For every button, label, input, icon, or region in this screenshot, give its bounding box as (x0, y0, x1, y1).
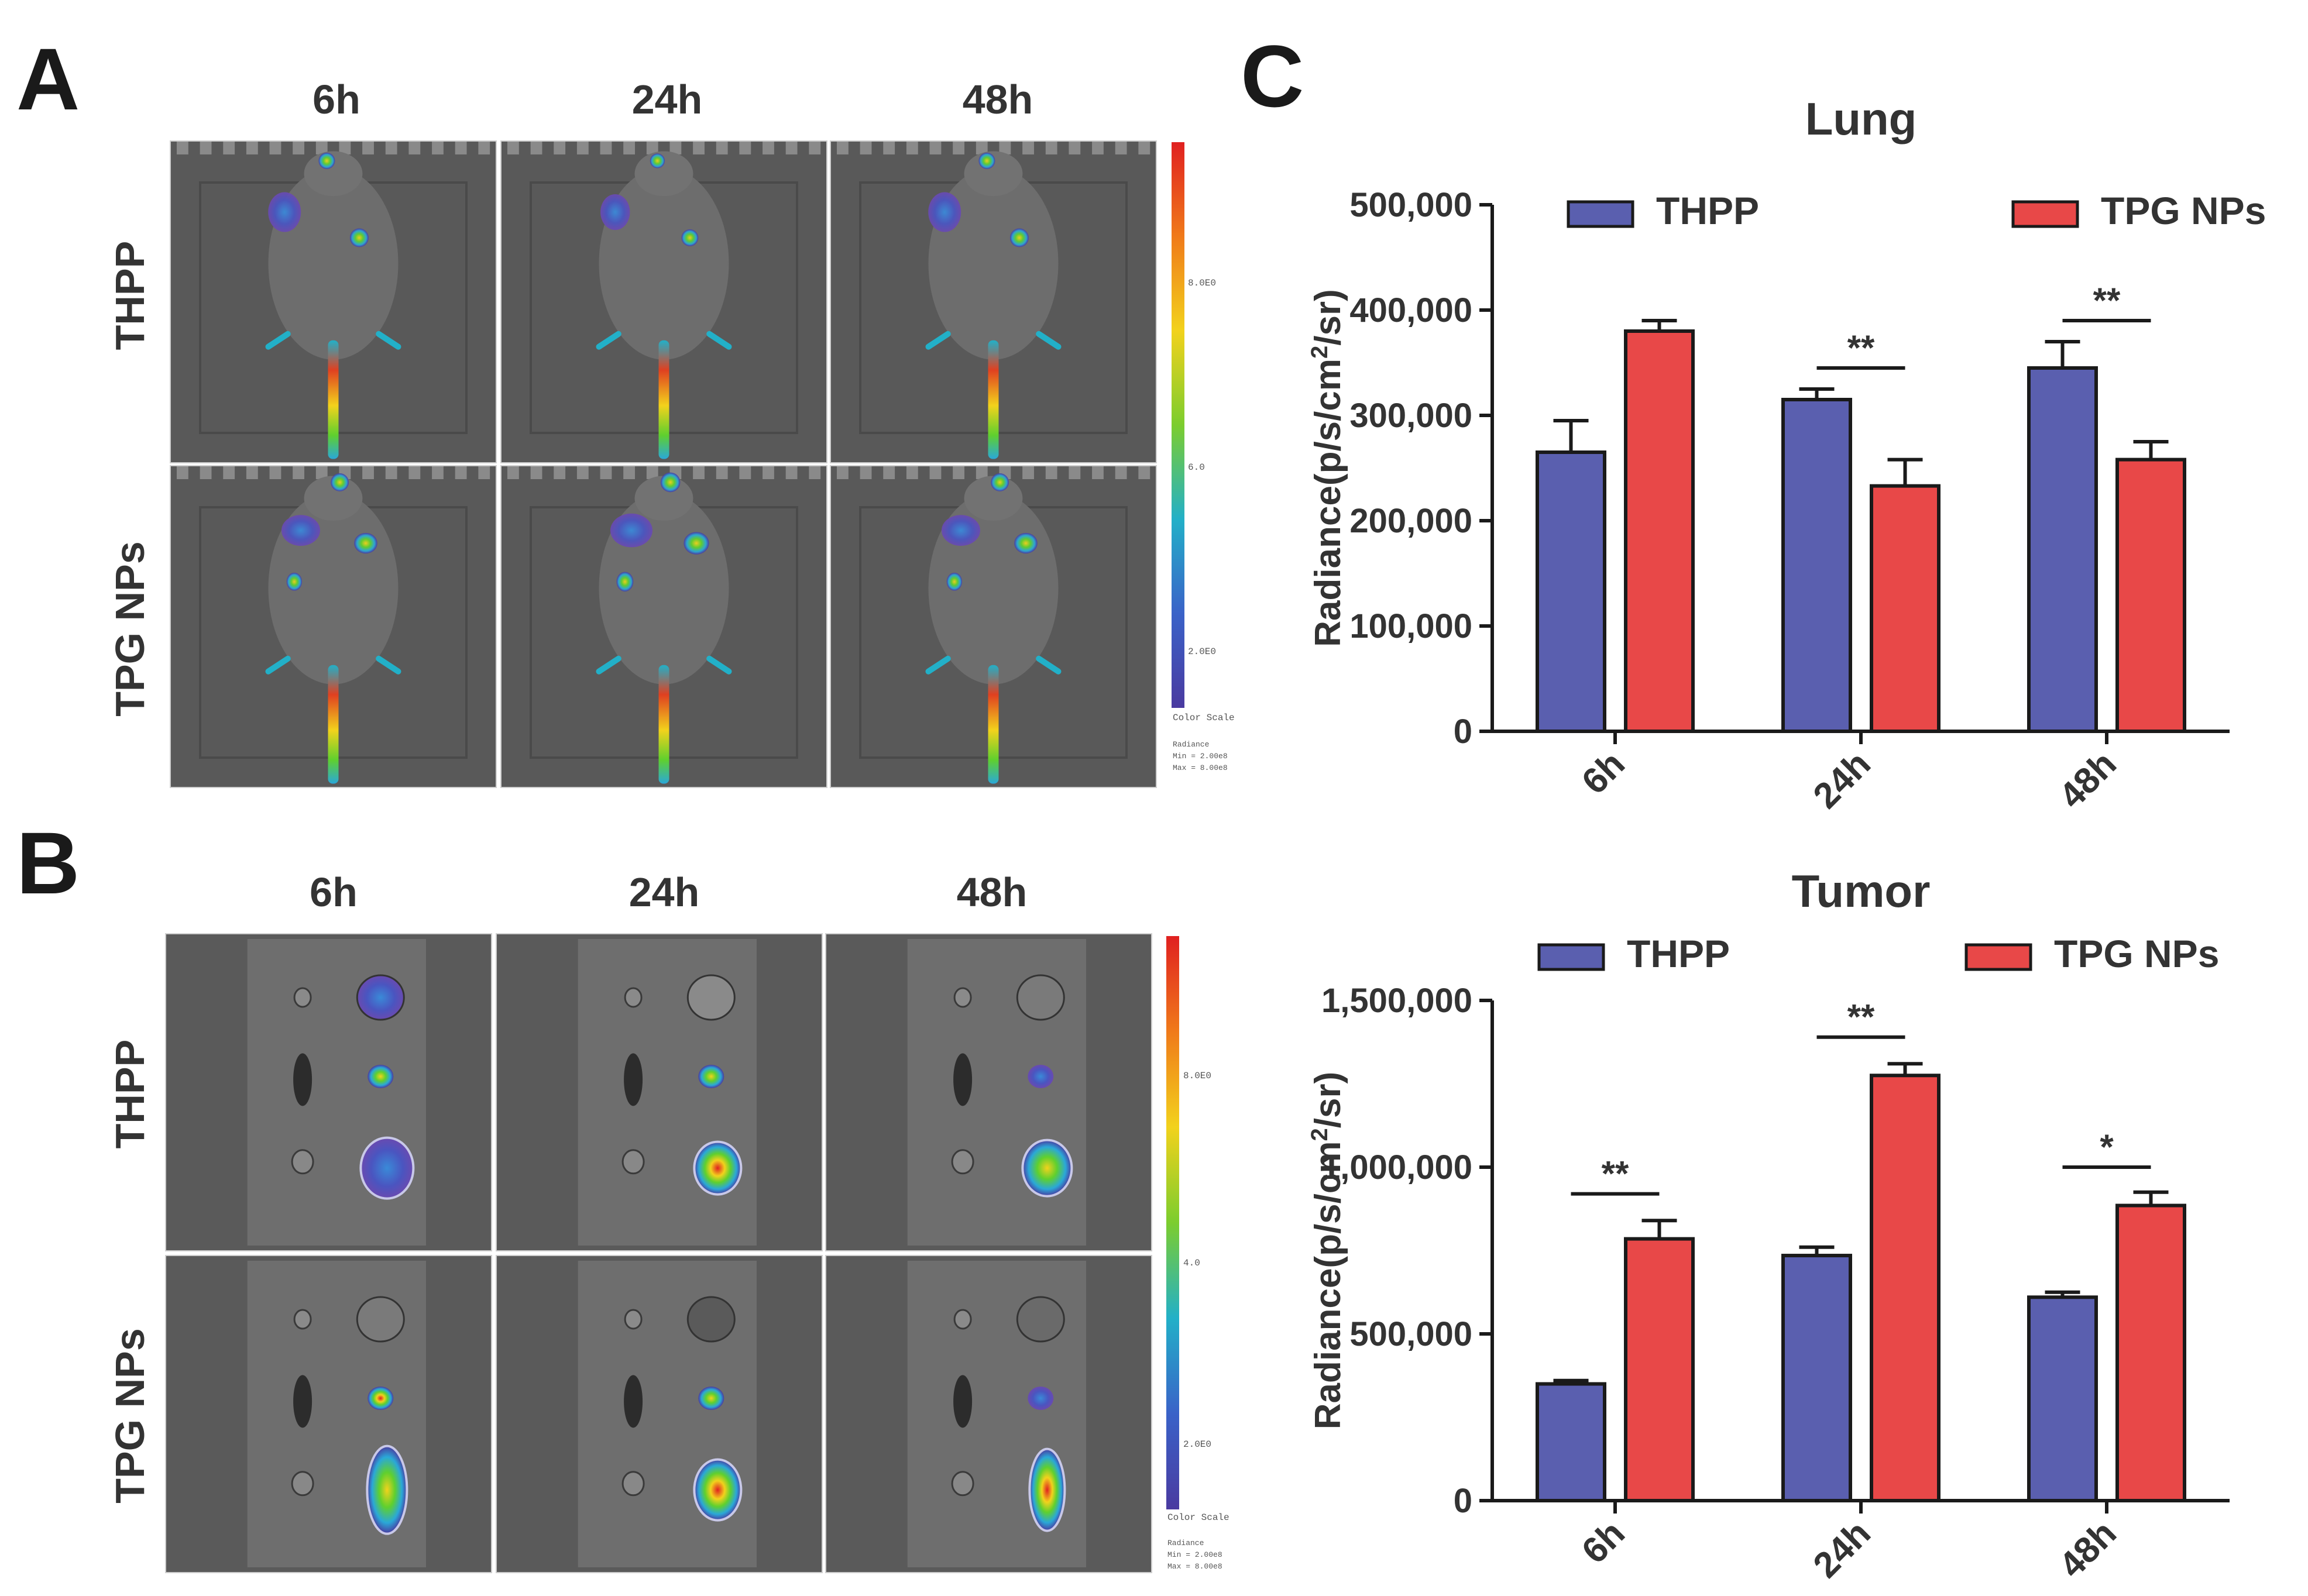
panel-a-row-tpg: TPG NPs (107, 541, 153, 717)
panel-a-colorbar-footer-1: Radiance (1173, 740, 1210, 749)
panel-a-colorbar-tick-3: 2.0E0 (1188, 646, 1217, 657)
significance-label-2: * (2100, 1127, 2114, 1167)
panel-b-colorbar-units: Color Scale (1167, 1512, 1229, 1523)
bar-THPP-48h (2027, 366, 2098, 733)
bar-TPG NPs-24h (1870, 1074, 1940, 1502)
chart-title: Lung (1805, 93, 1917, 145)
x-tick-label-6h: 6h (1574, 1513, 1633, 1571)
organ-image-tpg-6h (165, 1255, 492, 1573)
y-tick-label-0: 0 (1454, 713, 1472, 751)
y-tick-label-3: 1,500,000 (1321, 982, 1472, 1020)
panel-letter-a: A (16, 30, 80, 128)
legend-swatch-0 (1567, 200, 1634, 228)
bar-TPG NPs-6h (1624, 329, 1695, 733)
x-tick-label-24h: 24h (1806, 1513, 1878, 1585)
significance-label-0: ** (1847, 328, 1875, 367)
x-tick-label-6h: 6h (1574, 744, 1633, 802)
legend-label-0: THPP (1656, 189, 1759, 232)
panel-b-colorbar-footer-2: Min = 2.00e8 (1167, 1550, 1222, 1559)
panel-a-col-24h: 24h (631, 77, 703, 122)
y-axis-label: Radiance(p/s/cm2/sr) (1307, 1072, 1348, 1429)
mouse-image-tpg-24h (500, 465, 827, 788)
chart-title: Tumor (1792, 865, 1931, 917)
bar-TPG NPs-24h (1870, 484, 1940, 733)
y-tick-label-2: 200,000 (1349, 502, 1472, 540)
panel-b-row-thpp: THPP (107, 1039, 153, 1149)
legend-label-1: TPG NPs (2054, 932, 2219, 975)
significance-label-1: ** (1847, 998, 1875, 1037)
lung-chart: Lung THPP TPG NPs 0 100,000 200,000 300,000 400… (1307, 93, 2266, 816)
mouse-image-tpg-48h (830, 465, 1157, 788)
panel-b-colorbar-tick-3: 2.0E0 (1183, 1439, 1212, 1450)
panel-a-colorbar-units: Color Scale (1173, 713, 1235, 723)
bar-TPG NPs-48h (2115, 1203, 2186, 1502)
panel-a-row-thpp: THPP (107, 240, 153, 350)
panel-a-colorbar-tick-2: 6.0 (1188, 462, 1205, 473)
panel-a-colorbar-footer-2: Min = 2.00e8 (1173, 752, 1228, 761)
legend-swatch-0 (1537, 943, 1605, 971)
y-tick-label-5: 500,000 (1349, 186, 1472, 224)
panel-a-col-6h: 6h (312, 77, 360, 122)
x-tick-label-24h: 24h (1806, 744, 1878, 816)
bar-TPG NPs-6h (1624, 1237, 1695, 1502)
mouse-image-thpp-24h (500, 140, 827, 463)
legend-swatch-1 (1964, 943, 2032, 971)
y-tick-label-1: 500,000 (1349, 1315, 1472, 1353)
panel-b-colorbar (1166, 936, 1179, 1509)
mouse-image-thpp-6h (170, 140, 497, 463)
y-tick-label-1: 100,000 (1349, 607, 1472, 645)
y-axis-label: Radiance(p/s/cm2/sr) (1307, 289, 1348, 646)
panel-a-colorbar (1172, 142, 1184, 708)
bar-THPP-24h (1781, 1254, 1852, 1502)
panel-a-colorbar-tick-1: 8.0E0 (1188, 278, 1217, 288)
panel-b-col-48h: 48h (956, 869, 1028, 915)
panel-b-col-6h: 6h (310, 869, 358, 915)
x-tick-label-48h: 48h (2052, 744, 2124, 816)
legend-swatch-1 (2011, 200, 2079, 228)
bar-THPP-6h (1536, 1382, 1606, 1502)
panel-b-colorbar-tick-1: 8.0E0 (1183, 1071, 1212, 1081)
bar-TPG NPs-48h (2115, 458, 2186, 733)
legend-label-1: TPG NPs (2101, 189, 2266, 232)
y-tick-label-3: 300,000 (1349, 397, 1472, 435)
x-tick-label-48h: 48h (2052, 1513, 2124, 1585)
organ-image-thpp-24h (496, 933, 823, 1251)
organ-image-tpg-24h (496, 1255, 823, 1573)
legend-label-0: THPP (1627, 932, 1730, 975)
panel-b-col-24h: 24h (628, 869, 700, 915)
mouse-image-tpg-6h (170, 465, 497, 788)
organ-image-tpg-48h (825, 1255, 1152, 1573)
y-tick-label-4: 400,000 (1349, 291, 1472, 329)
bar-THPP-48h (2027, 1295, 2098, 1502)
significance-label-0: ** (1602, 1154, 1629, 1193)
mouse-image-thpp-48h (830, 140, 1157, 463)
significance-label-1: ** (2093, 281, 2121, 320)
organ-image-thpp-6h (165, 933, 492, 1251)
panel-letter-c: C (1241, 27, 1304, 125)
y-tick-label-2: 1,000,000 (1321, 1148, 1472, 1186)
panel-b-colorbar-footer-3: Max = 8.00e8 (1167, 1562, 1222, 1571)
y-tick-label-0: 0 (1454, 1482, 1472, 1520)
organ-image-thpp-48h (825, 933, 1152, 1251)
panel-b-colorbar-footer-1: Radiance (1167, 1539, 1204, 1547)
panel-b-row-tpg: TPG NPs (107, 1328, 153, 1504)
bar-THPP-24h (1781, 398, 1852, 733)
panel-a-col-48h: 48h (962, 77, 1033, 122)
tumor-chart: Tumor THPP TPG NPs 0 500,000 1,000,000 1,500,0… (1307, 865, 2230, 1585)
panel-b-colorbar-tick-2: 4.0 (1183, 1258, 1200, 1268)
bar-THPP-6h (1536, 450, 1606, 733)
panel-a-colorbar-footer-3: Max = 8.00e8 (1173, 763, 1228, 772)
panel-letter-b: B (16, 814, 80, 912)
